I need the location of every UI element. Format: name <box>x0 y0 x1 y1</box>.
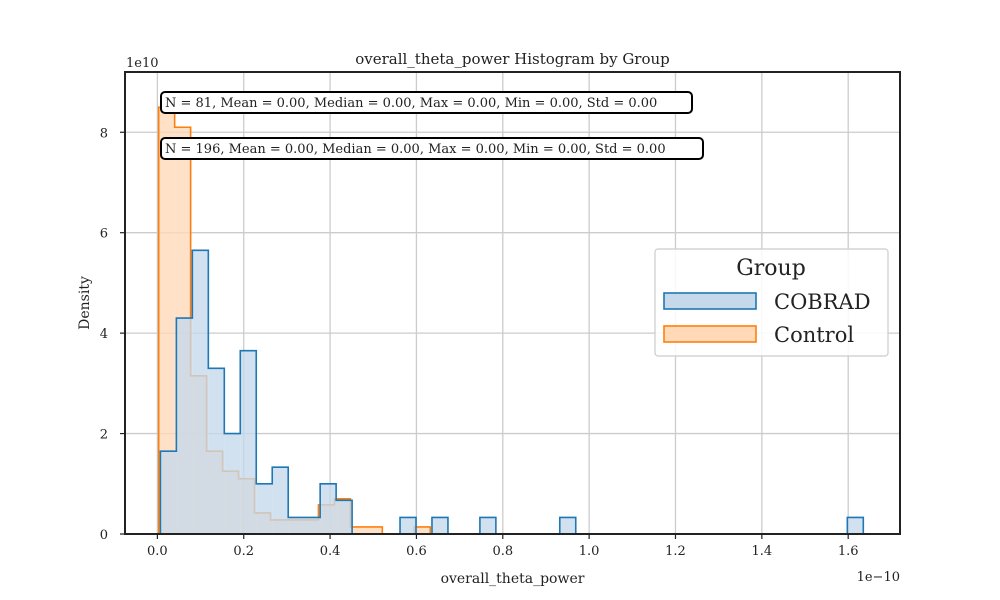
stats-annotations: N = 81, Mean = 0.00, Median = 0.00, Max … <box>160 91 704 160</box>
x-tick-label: 0.0 <box>147 544 168 559</box>
x-tick-label: 1.6 <box>838 544 859 559</box>
x-tick-label: 0.4 <box>320 544 341 559</box>
histogram-bar <box>272 467 289 534</box>
x-tick-label: 0.8 <box>492 544 513 559</box>
histogram-bar <box>240 350 257 534</box>
histogram-bar <box>366 526 383 534</box>
chart-title: overall_theta_power Histogram by Group <box>355 50 670 68</box>
histogram-bar <box>400 517 417 534</box>
legend-label-control: Control <box>774 323 854 347</box>
histogram-bar <box>208 368 225 534</box>
legend-swatch-control <box>663 325 757 343</box>
legend-title: Group <box>736 256 806 281</box>
plot-frame <box>124 71 901 535</box>
legend-label-cobrad: COBRAD <box>774 290 871 314</box>
histogram-bar <box>176 318 193 534</box>
y-tick-label: 8 <box>100 126 108 141</box>
histogram-bars <box>157 106 865 535</box>
stats-text-control: N = 196, Mean = 0.00, Median = 0.00, Max… <box>165 142 666 157</box>
histogram-bar <box>160 451 177 534</box>
x-tick-label: 0.6 <box>406 544 427 559</box>
histogram-bar <box>256 483 273 534</box>
stats-box-control <box>160 137 704 160</box>
histogram-bar <box>158 107 175 535</box>
y-tick-label: 4 <box>100 327 108 342</box>
x-axis-label: overall_theta_power <box>441 571 585 587</box>
series-cobrad <box>159 249 865 535</box>
histogram-bar <box>847 517 864 534</box>
histogram-bar <box>320 483 337 534</box>
y-tick-label: 0 <box>100 528 108 543</box>
x-tick-label: 1.4 <box>751 544 772 559</box>
stats-text-cobrad: N = 81, Mean = 0.00, Median = 0.00, Max … <box>165 96 657 111</box>
histogram-bar <box>288 517 305 534</box>
histogram-bar <box>350 526 367 534</box>
histogram-bar <box>479 517 496 534</box>
x-tick-label: 1.2 <box>665 544 686 559</box>
x-tick-label: 0.2 <box>233 544 254 559</box>
y-axis-label: Density <box>77 276 93 330</box>
x-axis-exponent-label: 1e−10 <box>857 570 900 585</box>
histogram-bar <box>431 517 448 534</box>
histogram-bar <box>414 526 431 534</box>
y-tick-label: 2 <box>100 428 108 443</box>
x-tick-label: 1.0 <box>579 544 600 559</box>
histogram-bar <box>336 500 353 534</box>
y-tick-label: 6 <box>100 227 108 242</box>
histogram-bar <box>192 250 209 535</box>
legend: Group COBRAD Control <box>654 248 889 357</box>
histogram-bar <box>559 517 576 534</box>
y-axis-exponent-label: 1e10 <box>126 56 159 71</box>
histogram-bar <box>224 433 241 534</box>
axis-ticks: 0.0 0.2 0.4 0.6 0.8 1.0 1.2 1.4 1.6 0 2 4 6 8 <box>100 126 859 559</box>
histogram-bar <box>304 517 321 534</box>
stats-box-cobrad <box>160 91 693 114</box>
legend-swatch-cobrad <box>663 292 757 310</box>
